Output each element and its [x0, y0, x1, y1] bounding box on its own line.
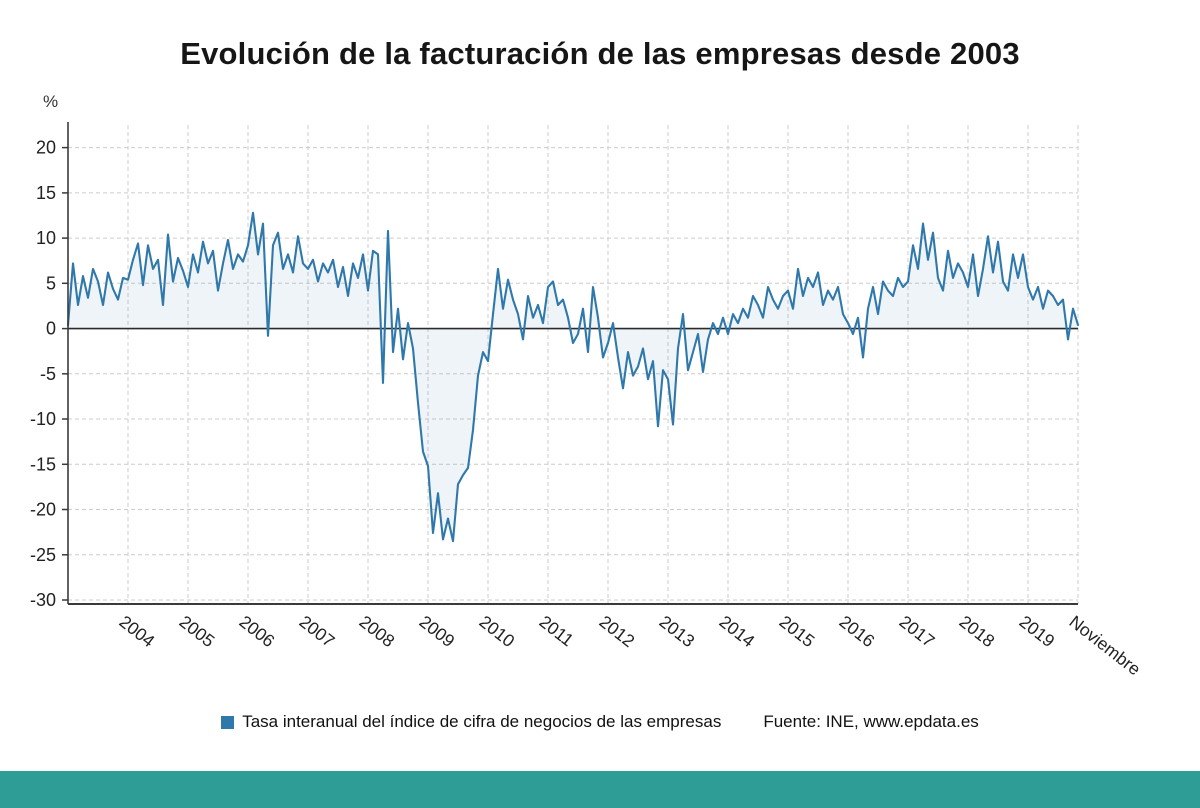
y-tick-label: -15 — [30, 454, 56, 474]
x-tick-label: 2010 — [476, 611, 519, 651]
y-tick-label: 10 — [36, 228, 56, 248]
y-tick-label: 15 — [36, 183, 56, 203]
page-title: Evolución de la facturación de las empre… — [180, 36, 1020, 71]
x-tick-label: 2015 — [776, 611, 819, 651]
y-tick-label: -10 — [30, 409, 56, 429]
x-tick-label: 2011 — [536, 611, 578, 650]
legend-item-series[interactable]: Tasa interanual del índice de cifra de n… — [221, 712, 721, 732]
y-tick-label: -20 — [30, 500, 56, 520]
legend: Tasa interanual del índice de cifra de n… — [0, 712, 1200, 732]
y-tick-label: -5 — [40, 364, 56, 384]
x-tick-label: 2017 — [896, 611, 939, 651]
x-tick-label: 2005 — [176, 611, 219, 651]
x-tick-label: 2019 — [1016, 611, 1059, 651]
x-tick-label: 2012 — [596, 611, 639, 651]
x-tick-label: 2018 — [956, 611, 999, 651]
footer-brand-bar — [0, 771, 1200, 808]
x-tick-label: 2008 — [356, 611, 399, 651]
y-axis-unit-label: % — [43, 92, 59, 111]
x-tick-label: 2014 — [716, 611, 759, 651]
x-tick-label: 2007 — [296, 611, 339, 651]
x-tick-label: 2006 — [236, 611, 279, 651]
x-tick-label: 2013 — [656, 611, 699, 651]
y-tick-label: 0 — [46, 319, 56, 339]
x-tick-label: 2016 — [836, 611, 879, 651]
x-tick-label: Noviembre — [1066, 611, 1145, 679]
legend-series-label: Tasa interanual del índice de cifra de n… — [242, 712, 722, 731]
x-tick-label: 2004 — [116, 611, 159, 651]
source-attribution: Fuente: INE, www.epdata.es — [763, 712, 979, 731]
series-area-fill — [68, 212, 1078, 542]
y-tick-label: 5 — [46, 273, 56, 293]
y-tick-label: -25 — [30, 545, 56, 565]
series-line[interactable] — [66, 211, 1080, 543]
y-tick-label: 20 — [36, 138, 56, 158]
x-tick-label: 2009 — [416, 611, 459, 651]
y-tick-label: -30 — [30, 590, 56, 610]
legend-swatch-icon — [221, 715, 235, 729]
